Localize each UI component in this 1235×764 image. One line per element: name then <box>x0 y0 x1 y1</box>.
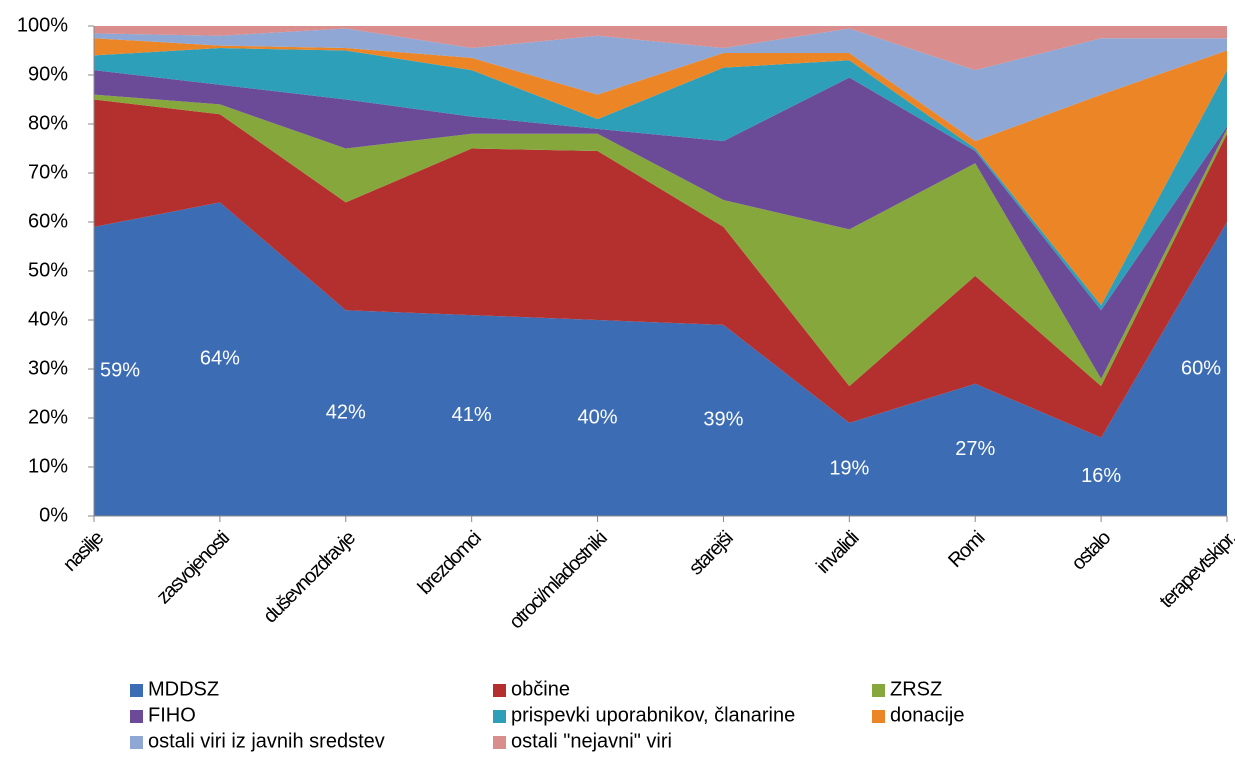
y-tick-label: 40% <box>28 308 68 330</box>
x-tick-label: starejši <box>685 527 738 580</box>
x-tick-label: zasvojenosti <box>153 527 234 608</box>
area <box>94 70 1227 379</box>
area <box>94 26 1227 71</box>
x-tick-label: invalidi <box>812 527 863 578</box>
y-tick-label: 70% <box>28 161 68 183</box>
area <box>94 94 1227 387</box>
y-tick-label: 60% <box>28 210 68 232</box>
legend-swatch <box>872 684 885 697</box>
x-tick-label: terapevtskipr. <box>1155 528 1235 613</box>
legend-swatch <box>493 684 506 697</box>
x-tick-label: duševnozdravje <box>259 527 360 628</box>
area <box>94 28 1227 142</box>
data-label: 59% <box>100 360 140 382</box>
data-label: 16% <box>1081 465 1121 487</box>
data-label: 42% <box>326 401 366 423</box>
x-tick-label: nasilje <box>59 527 108 576</box>
area <box>94 48 1227 311</box>
y-tick-label: 10% <box>28 455 68 477</box>
data-label: 40% <box>578 406 618 428</box>
data-label: 19% <box>829 458 869 480</box>
legend-swatch <box>130 684 143 697</box>
legend-swatch <box>130 710 143 723</box>
legend-label: ostali viri iz javnih sredstev <box>148 730 385 752</box>
data-label: 27% <box>955 438 995 460</box>
legend-label: občine <box>511 678 570 700</box>
x-tick-label: ostalo <box>1067 527 1115 575</box>
y-tick-label: 80% <box>28 112 68 134</box>
x-tick-label: brezdomci <box>414 527 486 599</box>
x-tick-label: Romi <box>944 527 989 572</box>
area <box>94 202 1227 516</box>
y-tick-label: 20% <box>28 406 68 428</box>
data-label: 41% <box>452 404 492 426</box>
y-tick-label: 90% <box>28 63 68 85</box>
legend-label: donacije <box>890 704 965 726</box>
x-tick-label: otroci/mladostniki <box>505 527 611 633</box>
legend-label: ZRSZ <box>890 678 942 700</box>
y-tick-label: 0% <box>39 504 68 526</box>
area <box>94 38 1227 306</box>
legend-swatch <box>872 710 885 723</box>
y-tick-label: 50% <box>28 259 68 281</box>
legend-label: ostali "nejavni" viri <box>511 730 672 752</box>
data-label: 60% <box>1181 357 1221 379</box>
legend-swatch <box>130 736 143 749</box>
y-tick-label: 30% <box>28 357 68 379</box>
legend-label: prispevki uporabnikov, članarine <box>511 704 795 726</box>
y-tick-label: 100% <box>17 14 68 36</box>
legend-swatch <box>493 710 506 723</box>
legend-label: MDDSZ <box>148 678 219 700</box>
legend-label: FIHO <box>148 704 196 726</box>
area <box>94 99 1227 438</box>
legend-swatch <box>493 736 506 749</box>
data-label: 64% <box>200 347 240 369</box>
data-label: 39% <box>703 409 743 431</box>
